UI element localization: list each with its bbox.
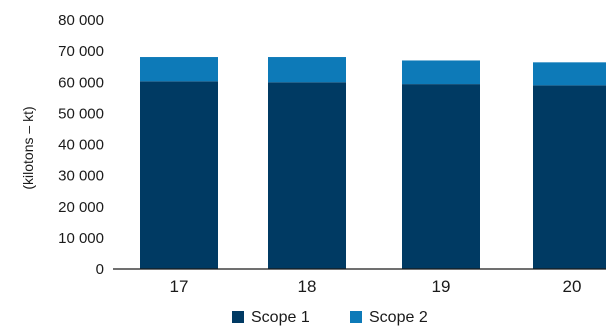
legend: Scope 1 Scope 2 — [232, 309, 428, 326]
y-tick-label: 60 000 — [58, 74, 104, 91]
legend-label-scope-2: Scope 2 — [369, 309, 428, 326]
x-tick-label: 19 — [432, 277, 451, 296]
bar-scope-1-18 — [268, 82, 346, 269]
y-tick-label: 10 000 — [58, 230, 104, 247]
bar-scope-2-20 — [533, 62, 606, 86]
y-tick-label: 40 000 — [58, 137, 104, 154]
y-tick-label: 50 000 — [58, 105, 104, 122]
legend-label-scope-1: Scope 1 — [251, 309, 310, 326]
bar-scope-2-18 — [268, 57, 346, 83]
bar-scope-1-17 — [140, 81, 218, 269]
x-axis: 17 18 19 20 — [170, 277, 582, 296]
y-tick-label: 80 000 — [58, 12, 104, 29]
y-tick-label: 30 000 — [58, 168, 104, 185]
y-tick-label: 0 — [96, 261, 104, 278]
bar-scope-1-20 — [533, 85, 606, 269]
y-axis: 0 10 000 20 000 30 000 40 000 50 000 60 000 70 … — [58, 12, 104, 278]
x-tick-label: 18 — [298, 277, 317, 296]
bars — [140, 57, 606, 270]
bar-scope-1-19 — [402, 84, 480, 270]
y-tick-label: 20 000 — [58, 199, 104, 216]
y-axis-title: (kilotons – kt) — [20, 106, 36, 189]
legend-swatch-scope-2 — [350, 311, 362, 323]
x-tick-label: 17 — [170, 277, 189, 296]
x-tick-label: 20 — [563, 277, 582, 296]
bar-scope-2-19 — [402, 60, 480, 85]
y-tick-label: 70 000 — [58, 43, 104, 60]
legend-swatch-scope-1 — [232, 311, 244, 323]
bar-scope-2-17 — [140, 57, 218, 82]
